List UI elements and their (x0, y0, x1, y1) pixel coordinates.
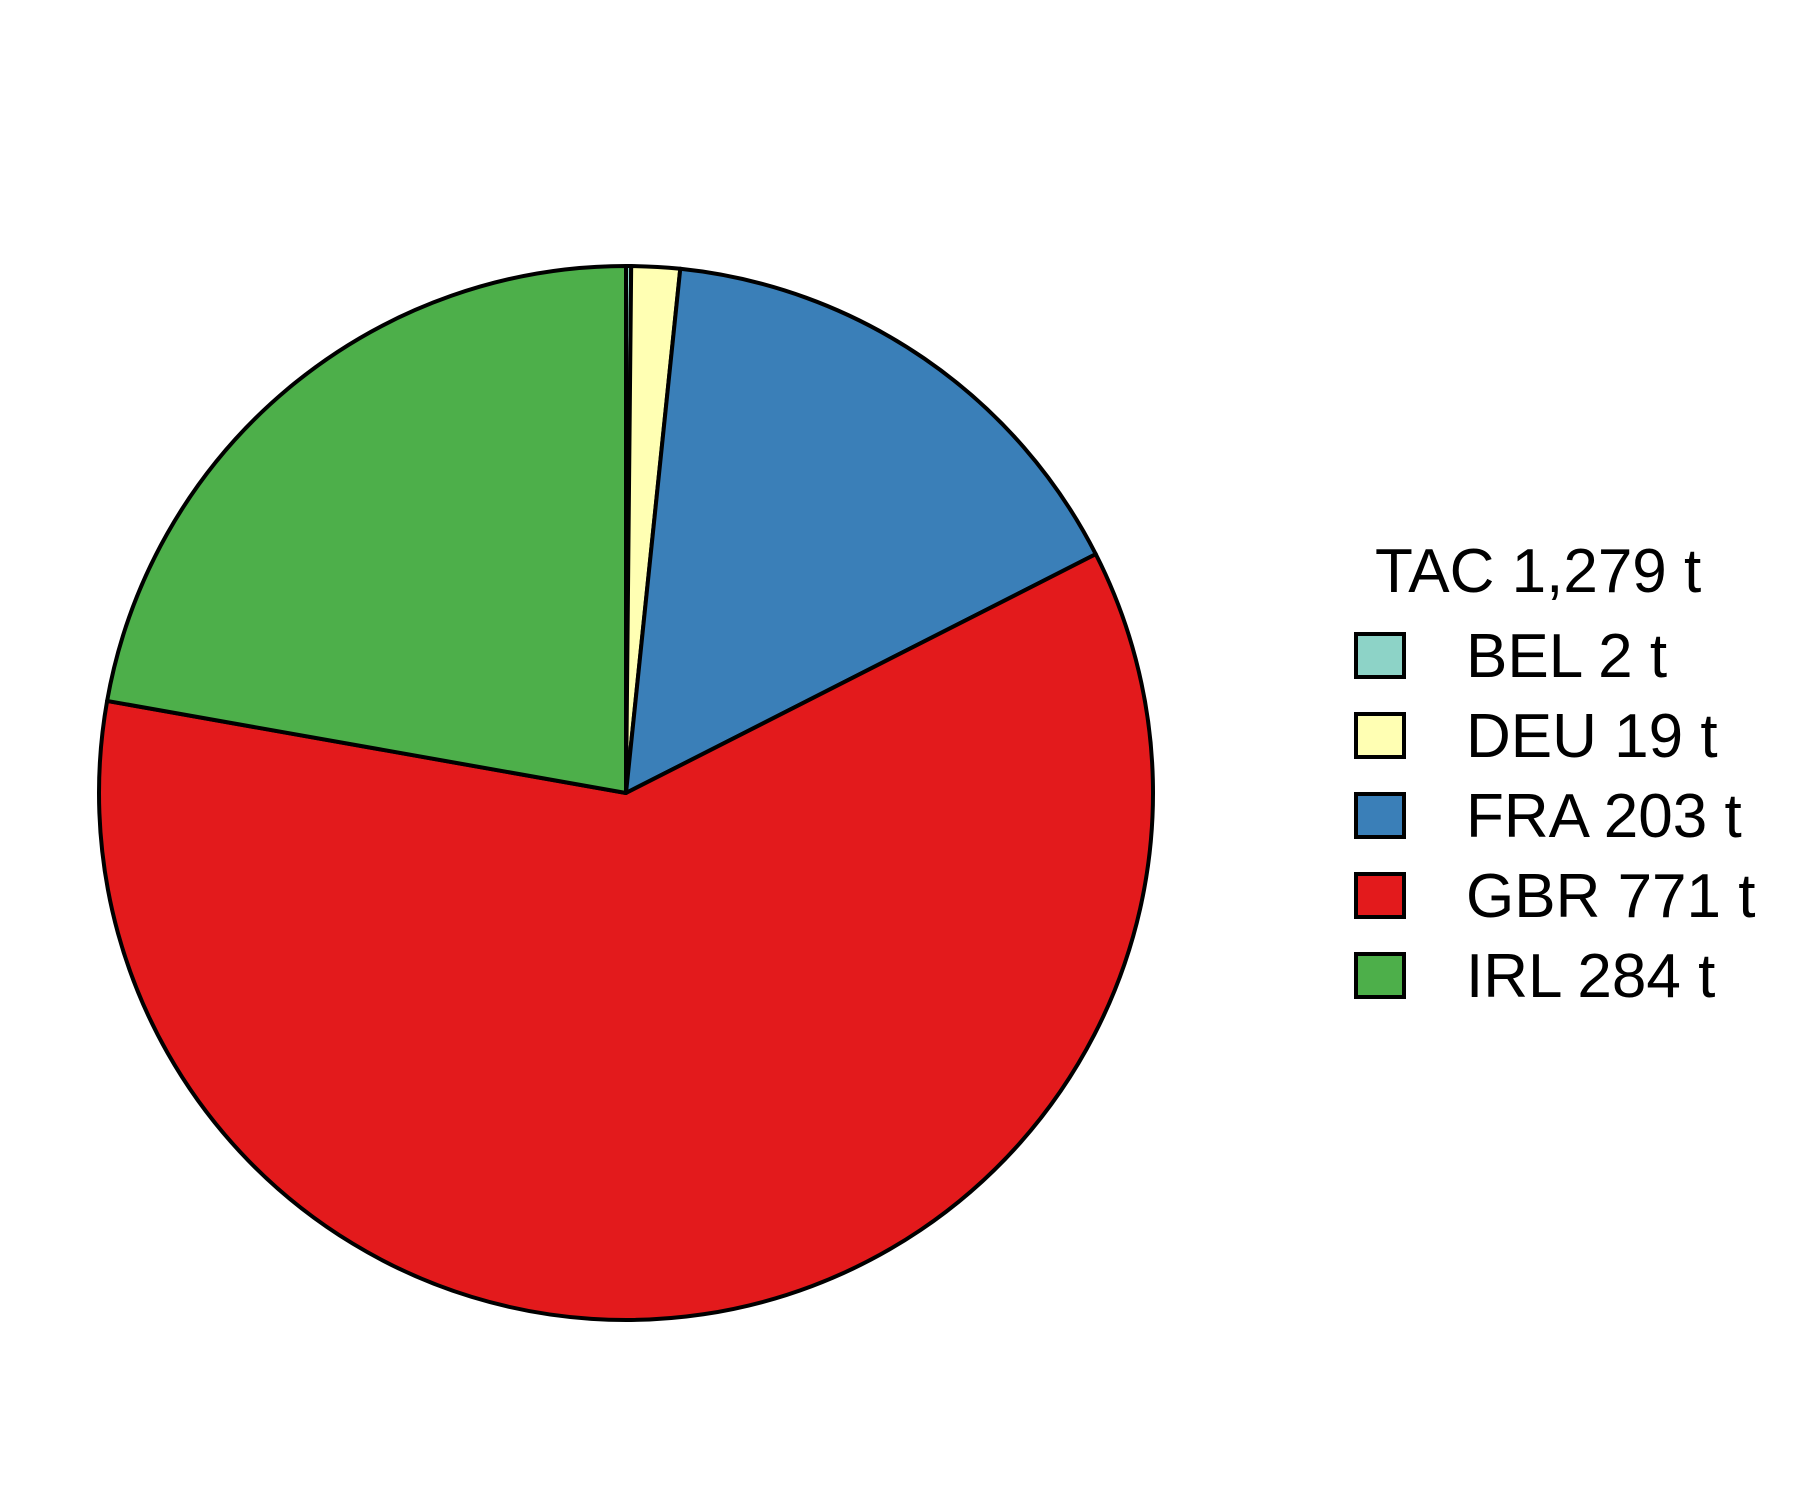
legend-label-gbr: GBR 771 t (1466, 862, 1755, 931)
legend-swatch-deu (1354, 712, 1406, 759)
legend-item-bel: BEL 2 t (1354, 622, 1667, 691)
legend-item-fra: FRA 203 t (1354, 782, 1742, 851)
pie-slices (97, 264, 1156, 1322)
legend-item-irl: IRL 284 t (1354, 942, 1715, 1011)
legend: TAC 1,279 t BEL 2 t DEU 19 t FRA 203 t GBR … (1354, 537, 1755, 1011)
legend-items: BEL 2 t DEU 19 t FRA 203 t GBR 771 t IRL 284… (1354, 622, 1755, 1011)
legend-label-fra: FRA 203 t (1466, 782, 1742, 851)
legend-item-deu: DEU 19 t (1354, 702, 1718, 771)
pie-slice-irl (105, 264, 628, 795)
pie-slice-gbr (97, 552, 1156, 1322)
legend-swatch-gbr (1354, 872, 1406, 919)
legend-label-deu: DEU 19 t (1466, 702, 1718, 771)
legend-title: TAC 1,279 t (1375, 537, 1701, 606)
legend-label-bel: BEL 2 t (1466, 622, 1667, 691)
legend-label-irl: IRL 284 t (1466, 942, 1715, 1011)
legend-item-gbr: GBR 771 t (1354, 862, 1755, 931)
legend-swatch-bel (1354, 632, 1406, 679)
legend-swatch-fra (1354, 792, 1406, 839)
pie-slice-fra (624, 266, 1098, 795)
legend-swatch-irl (1354, 952, 1406, 999)
